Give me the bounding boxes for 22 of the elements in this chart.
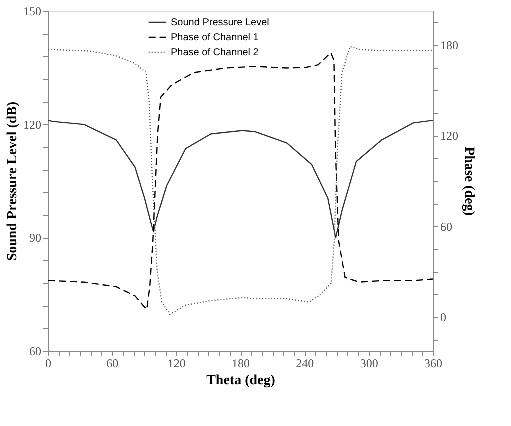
y2-tick-label: 120: [440, 129, 458, 144]
legend-label: Phase of Channel 2: [171, 48, 260, 58]
x-tick-label: 120: [168, 356, 186, 370]
x-tick-label: 240: [296, 356, 314, 370]
x-tick-label: 300: [360, 356, 378, 370]
y2-tick-label: 60: [440, 220, 452, 234]
x-tick-label: 180: [232, 356, 250, 370]
y-tick-label: 90: [30, 231, 42, 246]
x-tick-label: 60: [106, 356, 119, 370]
line-series: [48, 120, 433, 239]
y2-tick-label: 180: [440, 38, 458, 52]
y-tick-label: 120: [24, 118, 42, 132]
x-tick-label: 360: [424, 356, 442, 370]
y-tick-label: 150: [24, 4, 42, 18]
legend-label: Phase of Channel 1: [171, 32, 260, 44]
y2-tick-label: 0: [440, 310, 446, 324]
y-axis-title: Sound Pressure Level (dB): [6, 102, 20, 262]
y2-axis-title: Phase (deg): [462, 147, 476, 216]
legend-label: Sound Pressure Level: [171, 18, 270, 28]
y-tick-label: 60: [30, 344, 42, 358]
x-tick-label: 0: [46, 356, 52, 370]
x-axis-title: Theta (deg): [206, 374, 276, 388]
